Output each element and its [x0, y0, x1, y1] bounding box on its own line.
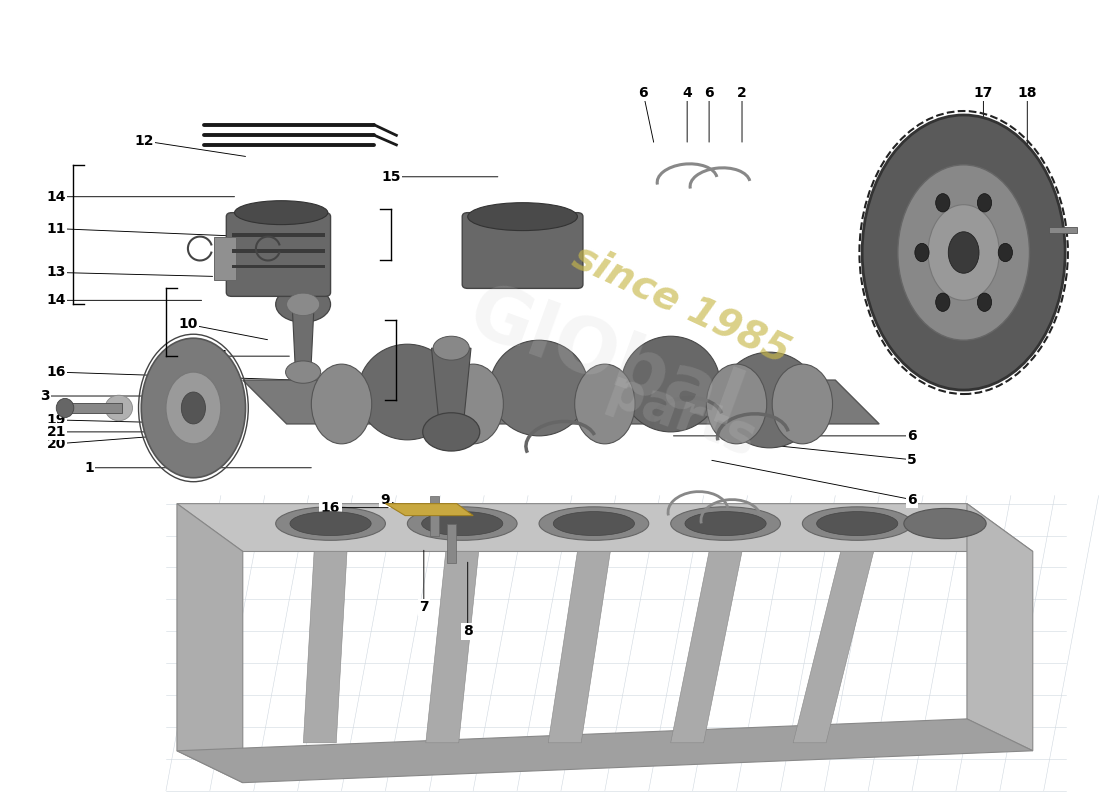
Ellipse shape	[936, 293, 950, 311]
Ellipse shape	[772, 364, 833, 444]
Ellipse shape	[802, 507, 912, 540]
Ellipse shape	[287, 293, 320, 315]
Text: 2: 2	[737, 86, 747, 100]
Ellipse shape	[928, 205, 999, 300]
Bar	[232, 266, 326, 269]
Text: 6: 6	[908, 429, 917, 443]
Ellipse shape	[539, 507, 649, 540]
Polygon shape	[431, 348, 471, 436]
Text: 7: 7	[441, 377, 451, 391]
Text: 19: 19	[46, 413, 66, 427]
Ellipse shape	[407, 507, 517, 540]
Text: 1: 1	[85, 461, 94, 474]
Ellipse shape	[816, 512, 898, 535]
Ellipse shape	[978, 194, 991, 212]
Ellipse shape	[166, 372, 221, 444]
Polygon shape	[426, 551, 478, 743]
Text: 13: 13	[46, 266, 66, 279]
Ellipse shape	[574, 364, 635, 444]
Text: 6: 6	[908, 493, 917, 506]
Polygon shape	[177, 504, 243, 782]
Ellipse shape	[978, 293, 991, 311]
Text: parts: parts	[600, 365, 763, 467]
Ellipse shape	[621, 336, 720, 432]
Ellipse shape	[182, 392, 206, 424]
Ellipse shape	[720, 352, 818, 448]
Bar	[1049, 227, 1077, 233]
Ellipse shape	[936, 194, 950, 212]
Text: GlObal: GlObal	[458, 277, 751, 444]
Bar	[232, 250, 326, 253]
FancyBboxPatch shape	[227, 213, 331, 296]
Polygon shape	[967, 504, 1033, 750]
Text: 5: 5	[908, 453, 917, 466]
Text: 8: 8	[463, 624, 473, 638]
Text: 16: 16	[46, 365, 66, 379]
Ellipse shape	[685, 512, 767, 535]
Ellipse shape	[671, 507, 780, 540]
Text: 11: 11	[46, 222, 66, 235]
Ellipse shape	[443, 364, 504, 444]
Text: 7: 7	[419, 600, 429, 614]
Ellipse shape	[490, 340, 588, 436]
Polygon shape	[385, 504, 473, 515]
Text: 18: 18	[1018, 86, 1037, 100]
Bar	[62, 403, 122, 413]
Text: 14: 14	[46, 294, 66, 307]
Text: 12: 12	[134, 134, 154, 148]
Ellipse shape	[915, 243, 930, 262]
Bar	[447, 523, 455, 563]
Ellipse shape	[904, 509, 986, 538]
FancyBboxPatch shape	[462, 213, 583, 288]
Ellipse shape	[862, 115, 1065, 390]
Text: 6: 6	[638, 86, 648, 100]
Text: 16: 16	[321, 501, 340, 514]
Text: 10: 10	[178, 318, 198, 331]
Polygon shape	[304, 551, 346, 743]
Text: 9: 9	[381, 493, 390, 506]
Ellipse shape	[898, 165, 1030, 340]
Bar	[430, 496, 439, 535]
Polygon shape	[293, 304, 315, 372]
Ellipse shape	[433, 336, 470, 360]
Bar	[232, 234, 326, 237]
Ellipse shape	[286, 361, 321, 383]
Ellipse shape	[141, 338, 245, 478]
Text: 3: 3	[41, 389, 51, 403]
Polygon shape	[548, 551, 610, 743]
Ellipse shape	[56, 398, 74, 418]
Polygon shape	[177, 719, 1033, 782]
Ellipse shape	[276, 507, 385, 540]
Polygon shape	[243, 380, 879, 424]
Bar	[214, 237, 236, 281]
Text: 6: 6	[704, 86, 714, 100]
Ellipse shape	[276, 286, 331, 322]
Ellipse shape	[468, 202, 578, 230]
Text: 7: 7	[216, 349, 225, 363]
Text: 15: 15	[382, 170, 400, 184]
Ellipse shape	[311, 364, 372, 444]
Ellipse shape	[422, 413, 480, 451]
Text: 21: 21	[46, 425, 66, 439]
Polygon shape	[177, 504, 1033, 551]
Ellipse shape	[290, 512, 371, 535]
Text: since 1985: since 1985	[568, 238, 796, 371]
Ellipse shape	[106, 395, 132, 421]
Text: 4: 4	[682, 86, 692, 100]
Ellipse shape	[948, 232, 979, 274]
Text: 20: 20	[46, 437, 66, 451]
Text: 14: 14	[46, 190, 66, 204]
Polygon shape	[671, 551, 742, 743]
Ellipse shape	[234, 201, 328, 225]
Polygon shape	[793, 551, 873, 743]
Text: 17: 17	[974, 86, 993, 100]
Ellipse shape	[421, 512, 503, 535]
Ellipse shape	[553, 512, 635, 535]
Ellipse shape	[706, 364, 767, 444]
Ellipse shape	[998, 243, 1012, 262]
Ellipse shape	[358, 344, 456, 440]
